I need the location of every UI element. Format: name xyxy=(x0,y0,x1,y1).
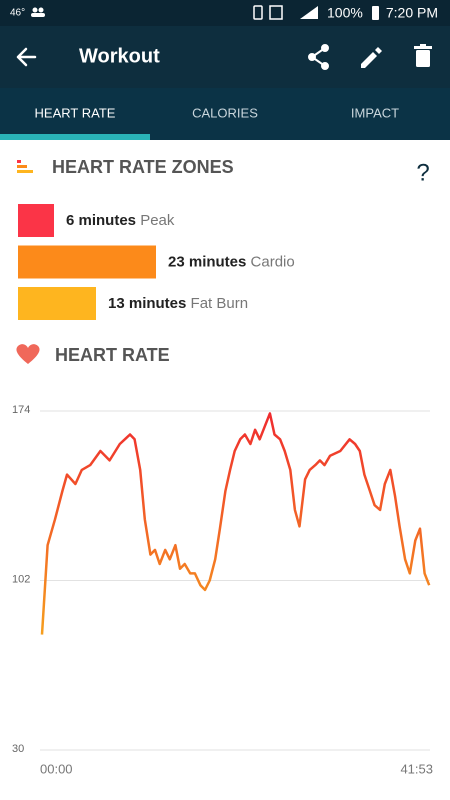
temperature: 46° xyxy=(10,8,25,19)
heart-icon xyxy=(16,344,40,364)
tab-indicator xyxy=(0,134,150,140)
tab-bar xyxy=(0,88,450,140)
tab[interactable]: CALORIES xyxy=(192,105,258,120)
x-tick-label: 41:53 xyxy=(400,761,433,776)
zone-label: 23 minutes Cardio xyxy=(168,253,295,270)
zone-minutes: 13 minutes xyxy=(108,295,186,312)
status-icons xyxy=(253,5,379,20)
zone-name: Fat Burn xyxy=(191,295,249,312)
clock: 7:20 PM xyxy=(386,5,438,21)
battery: 100% xyxy=(327,5,363,21)
zone-minutes: 23 minutes xyxy=(168,253,246,270)
edit-button[interactable] xyxy=(361,47,382,68)
help-button[interactable]: ? xyxy=(416,159,429,186)
zones-icon xyxy=(17,160,33,173)
tab[interactable]: HEART RATE xyxy=(35,105,116,120)
app-bar xyxy=(0,26,450,88)
zone-name: Peak xyxy=(140,212,175,229)
tab[interactable]: IMPACT xyxy=(351,105,399,120)
x-tick-label: 00:00 xyxy=(40,761,73,776)
zone-minutes: 6 minutes xyxy=(66,212,136,229)
zone-bar xyxy=(18,287,96,320)
zone-bar xyxy=(18,245,156,279)
zone-name: Cardio xyxy=(251,253,295,270)
app-title: Workout xyxy=(79,45,160,67)
people-icon xyxy=(31,7,45,17)
zone-label: 6 minutes Peak xyxy=(66,212,175,229)
delete-button[interactable] xyxy=(414,44,432,67)
y-tick-label: 174 xyxy=(12,404,30,416)
section-title: HEART RATE ZONES xyxy=(52,157,234,177)
back-button[interactable] xyxy=(16,47,37,67)
share-button[interactable] xyxy=(308,44,329,70)
status-bar xyxy=(0,0,450,26)
zone-bar xyxy=(18,204,54,237)
y-tick-label: 30 xyxy=(12,743,24,755)
zone-label: 13 minutes Fat Burn xyxy=(108,295,248,312)
section-title: HEART RATE xyxy=(55,345,170,365)
y-tick-label: 102 xyxy=(12,573,30,585)
heart-rate-line xyxy=(40,412,431,635)
